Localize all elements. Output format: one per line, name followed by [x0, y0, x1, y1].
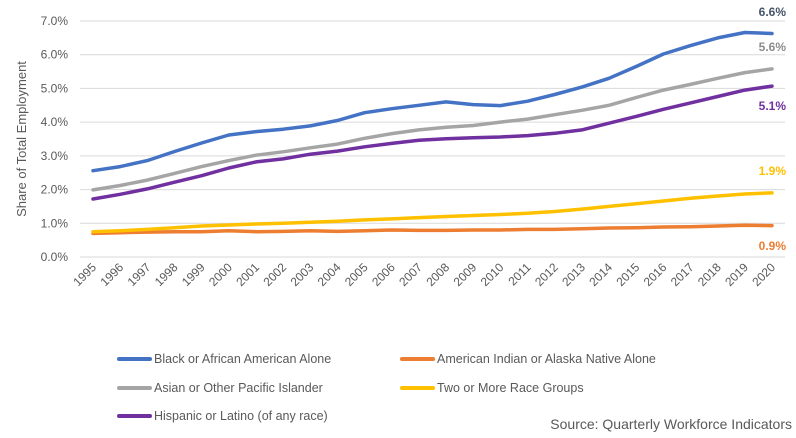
y-tick-label: 7.0% — [41, 14, 69, 28]
legend-swatch — [117, 414, 152, 418]
y-axis-title: Share of Total Employment — [14, 61, 29, 217]
line-chart: 0.0%1.0%2.0%3.0%4.0%5.0%6.0%7.0% 1995199… — [14, 5, 787, 289]
series-line — [91, 67, 774, 192]
series-line — [91, 30, 774, 173]
legend-item-black: Black or African American Alone — [117, 352, 331, 366]
legend-swatch — [400, 386, 435, 390]
y-tick-label: 1.0% — [41, 216, 69, 230]
y-tick-label: 2.0% — [41, 183, 69, 197]
y-tick-label: 6.0% — [41, 48, 69, 62]
y-tick-label: 4.0% — [41, 115, 69, 129]
series-lines — [91, 30, 774, 236]
legend-item-asian: Asian or Other Pacific Islander — [117, 381, 323, 395]
series-line — [91, 84, 774, 201]
y-tick-label: 3.0% — [41, 149, 69, 163]
y-axis-ticks: 0.0% 1.0% 2.0% 3.0% 4.0% 5.0% 6.0% 7.0% — [41, 14, 69, 264]
legend-item-hispanic: Hispanic or Latino (of any race) — [117, 409, 328, 423]
legend-label: Black or African American Alone — [154, 352, 332, 366]
legend-item-american-indian: American Indian or Alaska Native Alone — [400, 352, 656, 366]
legend-swatch — [117, 386, 152, 390]
y-tick-label: 5.0% — [41, 81, 69, 95]
legend-swatch — [400, 357, 435, 361]
end-label: 1.9% — [759, 164, 787, 178]
legend-item-two-or-more: Two or More Race Groups — [400, 381, 584, 395]
legend-label: American Indian or Alaska Native Alone — [437, 352, 656, 366]
end-labels: 6.6% 0.9% 5.6% 1.9% 5.1% — [759, 5, 787, 253]
gridlines — [80, 20, 785, 258]
series-line — [91, 223, 774, 236]
legend-label: Hispanic or Latino (of any race) — [154, 409, 328, 423]
y-tick-label: 0.0% — [41, 250, 69, 264]
legend-swatch — [117, 357, 152, 361]
end-label: 5.6% — [759, 40, 787, 54]
series-line — [91, 191, 774, 234]
legend-label: Two or More Race Groups — [437, 381, 584, 395]
end-label: 6.6% — [759, 5, 787, 19]
end-label: 5.1% — [759, 99, 787, 113]
source-note: Source: Quarterly Workforce Indicators — [550, 416, 792, 432]
end-label: 0.9% — [759, 239, 787, 253]
legend-label: Asian or Other Pacific Islander — [154, 381, 323, 395]
